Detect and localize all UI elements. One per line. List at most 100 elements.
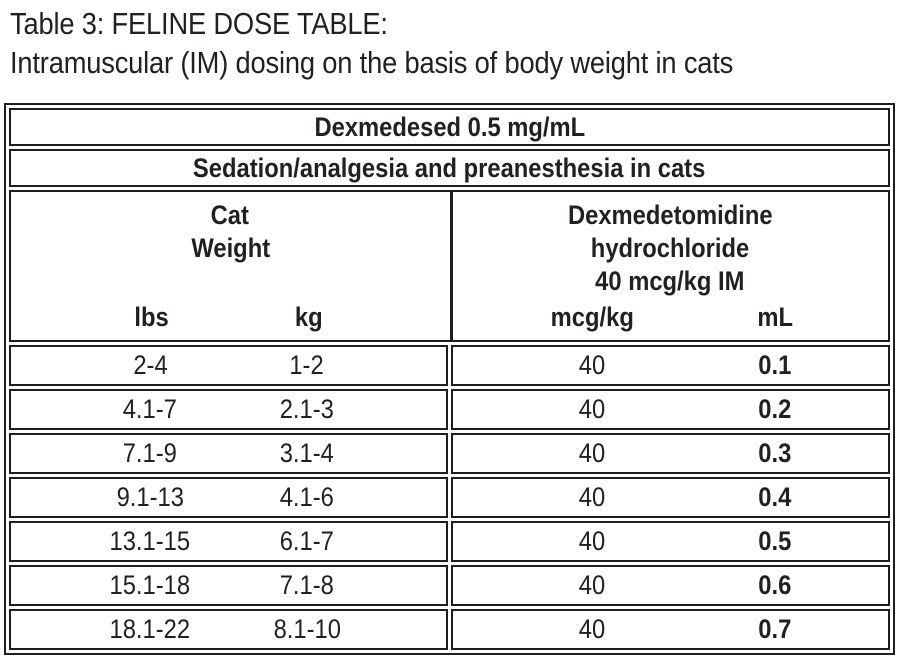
cell-mcg-per-kg: 40 (453, 352, 671, 379)
weight-cell-pair: 2-4 1-2 (9, 345, 448, 386)
product-header-row: Dexmedesed 0.5 mg/mL (9, 108, 890, 146)
ml-value: 0.7 (758, 614, 792, 644)
caption-line-2: Intramuscular (IM) dosing on the basis o… (10, 43, 832, 82)
kg-value: 4.1-6 (279, 482, 334, 512)
mcg-kg-column-header: mcg/kg (453, 302, 671, 332)
cell-ml: 0.1 (671, 352, 889, 379)
table-row: 18.1-22 8.1-10 40 0.7 (9, 609, 890, 650)
cell-lbs: 18.1-22 (11, 616, 229, 643)
dex-title-line3: 40 mcg/kg IM (595, 266, 745, 296)
kg-value: 1-2 (289, 350, 324, 380)
dexmedetomidine-title: Dexmedetomidine hydrochloride 40 mcg/kg … (453, 199, 889, 298)
ml-value: 0.5 (758, 526, 792, 556)
table-row: 7.1-9 3.1-4 40 0.3 (9, 433, 890, 474)
caption-line-1-text: Table 3: FELINE DOSE TABLE: (10, 6, 388, 41)
mcg-kg-value: 40 (578, 394, 606, 424)
table-row: 13.1-15 6.1-7 40 0.5 (9, 521, 890, 562)
table-row: 15.1-18 7.1-8 40 0.6 (9, 565, 890, 606)
kg-label: kg (295, 302, 324, 332)
cell-mcg-per-kg: 40 (453, 528, 671, 555)
cell-lbs: 13.1-15 (11, 528, 229, 555)
lbs-column-header: lbs (11, 302, 230, 332)
cell-kg: 7.1-8 (229, 572, 447, 599)
cell-ml: 0.6 (671, 572, 889, 599)
cell-ml: 0.7 (671, 616, 889, 643)
cell-lbs: 9.1-13 (11, 484, 229, 511)
cell-lbs: 7.1-9 (11, 440, 229, 467)
cell-kg: 1-2 (229, 352, 447, 379)
table-caption: Table 3: FELINE DOSE TABLE: Intramuscula… (10, 4, 832, 82)
cell-lbs: 2-4 (11, 352, 229, 379)
indication-text: Sedation/analgesia and preanesthesia in … (193, 152, 706, 183)
kg-value: 6.1-7 (279, 526, 334, 556)
mcg-kg-value: 40 (578, 482, 606, 512)
kg-value: 2.1-3 (279, 394, 334, 424)
feline-dose-table: Dexmedesed 0.5 mg/mL Sedation/analgesia … (4, 103, 895, 655)
ml-value: 0.2 (758, 394, 792, 424)
kg-value: 7.1-8 (279, 570, 334, 600)
weight-cell-pair: 7.1-9 3.1-4 (9, 433, 448, 474)
weight-cell-pair: 4.1-7 2.1-3 (9, 389, 448, 430)
dose-cell-pair: 40 0.5 (451, 521, 890, 562)
cell-kg: 8.1-10 (229, 616, 447, 643)
dose-cell-pair: 40 0.6 (451, 565, 890, 606)
table-row: 4.1-7 2.1-3 40 0.2 (9, 389, 890, 430)
cell-ml: 0.4 (671, 484, 889, 511)
ml-value: 0.1 (758, 350, 792, 380)
lbs-value: 2-4 (133, 350, 168, 380)
kg-value: 8.1-10 (273, 614, 341, 644)
lbs-value: 9.1-13 (116, 482, 184, 512)
dose-cell-pair: 40 0.4 (451, 477, 890, 518)
cell-mcg-per-kg: 40 (453, 396, 671, 423)
cat-weight-header-group: Cat Weight lbs kg (11, 192, 450, 340)
kg-column-header: kg (230, 302, 449, 332)
ml-value: 0.4 (758, 482, 792, 512)
cell-kg: 6.1-7 (229, 528, 447, 555)
cell-mcg-per-kg: 40 (453, 440, 671, 467)
dose-cell-pair: 40 0.2 (451, 389, 890, 430)
lbs-value: 18.1-22 (109, 614, 191, 644)
cell-kg: 2.1-3 (229, 396, 447, 423)
column-header-block: Cat Weight lbs kg Dexmedetomidine hydroc… (9, 190, 890, 342)
dose-cell-pair: 40 0.1 (451, 345, 890, 386)
weight-cell-pair: 9.1-13 4.1-6 (9, 477, 448, 518)
dose-cell-pair: 40 0.3 (451, 433, 890, 474)
lbs-value: 4.1-7 (123, 394, 178, 424)
lbs-value: 7.1-9 (123, 438, 178, 468)
kg-value: 3.1-4 (279, 438, 334, 468)
mcg-kg-value: 40 (578, 350, 606, 380)
cell-mcg-per-kg: 40 (453, 616, 671, 643)
ml-label: mL (756, 302, 793, 332)
table-row: 9.1-13 4.1-6 40 0.4 (9, 477, 890, 518)
dex-title-line2: hydrochloride (591, 233, 750, 263)
dexmedetomidine-header-group: Dexmedetomidine hydrochloride 40 mcg/kg … (449, 192, 889, 340)
cat-weight-title-line2: Weight (190, 233, 270, 263)
cat-weight-title-line1: Cat (211, 200, 250, 230)
cell-lbs: 4.1-7 (11, 396, 229, 423)
caption-line-2-text: Intramuscular (IM) dosing on the basis o… (10, 45, 734, 80)
weight-column-labels: lbs kg (11, 302, 450, 332)
cell-kg: 3.1-4 (229, 440, 447, 467)
cat-weight-title: Cat Weight (11, 199, 450, 265)
table-row: 2-4 1-2 40 0.1 (9, 345, 890, 386)
lbs-value: 15.1-18 (109, 570, 191, 600)
weight-cell-pair: 18.1-22 8.1-10 (9, 609, 448, 650)
weight-cell-pair: 15.1-18 7.1-8 (9, 565, 448, 606)
ml-column-header: mL (670, 302, 888, 332)
dex-title-line1: Dexmedetomidine (567, 200, 773, 230)
mcg-kg-value: 40 (578, 438, 606, 468)
dose-cell-pair: 40 0.7 (451, 609, 890, 650)
mcg-kg-label: mcg/kg (550, 302, 634, 332)
lbs-label: lbs (134, 302, 169, 332)
ml-value: 0.6 (758, 570, 792, 600)
product-name: Dexmedesed 0.5 mg/mL (314, 111, 585, 142)
mcg-kg-value: 40 (578, 570, 606, 600)
cell-ml: 0.5 (671, 528, 889, 555)
cell-ml: 0.2 (671, 396, 889, 423)
cell-mcg-per-kg: 40 (453, 484, 671, 511)
cell-lbs: 15.1-18 (11, 572, 229, 599)
mcg-kg-value: 40 (578, 614, 606, 644)
dose-column-labels: mcg/kg mL (453, 302, 889, 332)
ml-value: 0.3 (758, 438, 792, 468)
